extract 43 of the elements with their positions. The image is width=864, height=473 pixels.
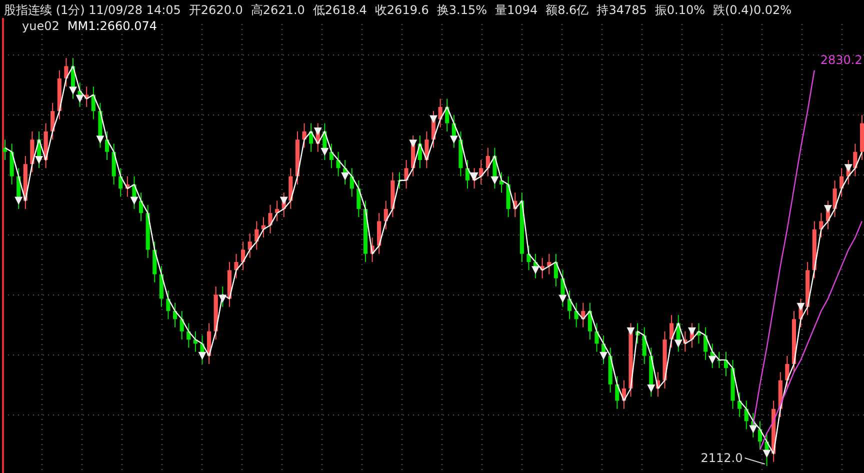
annotation: 量1094 xyxy=(495,3,538,17)
annotation: 换3.15% xyxy=(436,3,488,17)
point xyxy=(600,352,608,360)
point xyxy=(749,425,758,434)
point xyxy=(532,266,540,274)
point xyxy=(470,172,478,180)
point xyxy=(76,94,84,103)
point xyxy=(626,327,635,336)
annotation: 跌(0.4)0.02% xyxy=(713,3,792,17)
point xyxy=(314,127,322,136)
point xyxy=(341,172,350,180)
point xyxy=(558,294,567,303)
point xyxy=(14,196,23,205)
annotation: 2112.0 xyxy=(700,451,743,465)
point xyxy=(430,115,438,124)
annotation: 振0.10% xyxy=(654,3,705,17)
point xyxy=(688,327,696,336)
point xyxy=(130,196,138,205)
annotation: 持34785 xyxy=(596,3,647,17)
point xyxy=(708,356,716,364)
point xyxy=(490,176,499,184)
point xyxy=(762,450,771,458)
point xyxy=(218,294,227,303)
point xyxy=(280,196,288,205)
point xyxy=(320,148,329,156)
point xyxy=(796,302,805,311)
point xyxy=(824,204,832,213)
point xyxy=(35,156,44,164)
annotation: 开2620.0 xyxy=(188,3,243,17)
point xyxy=(96,136,104,144)
point xyxy=(409,140,418,148)
annotation: 高2621.0 xyxy=(250,3,305,17)
annotation: 收2619.6 xyxy=(374,3,429,17)
title: 股指连续 (1分) 11/09/28 14:05 xyxy=(4,3,181,17)
point xyxy=(198,352,206,360)
annotation: 低2618.4 xyxy=(312,3,367,17)
point xyxy=(647,384,656,392)
subtitle: yue02 xyxy=(22,19,60,33)
point xyxy=(844,164,852,172)
point xyxy=(450,136,458,144)
point xyxy=(674,340,682,348)
point xyxy=(69,86,78,95)
annotation: 额8.6亿 xyxy=(546,3,589,17)
